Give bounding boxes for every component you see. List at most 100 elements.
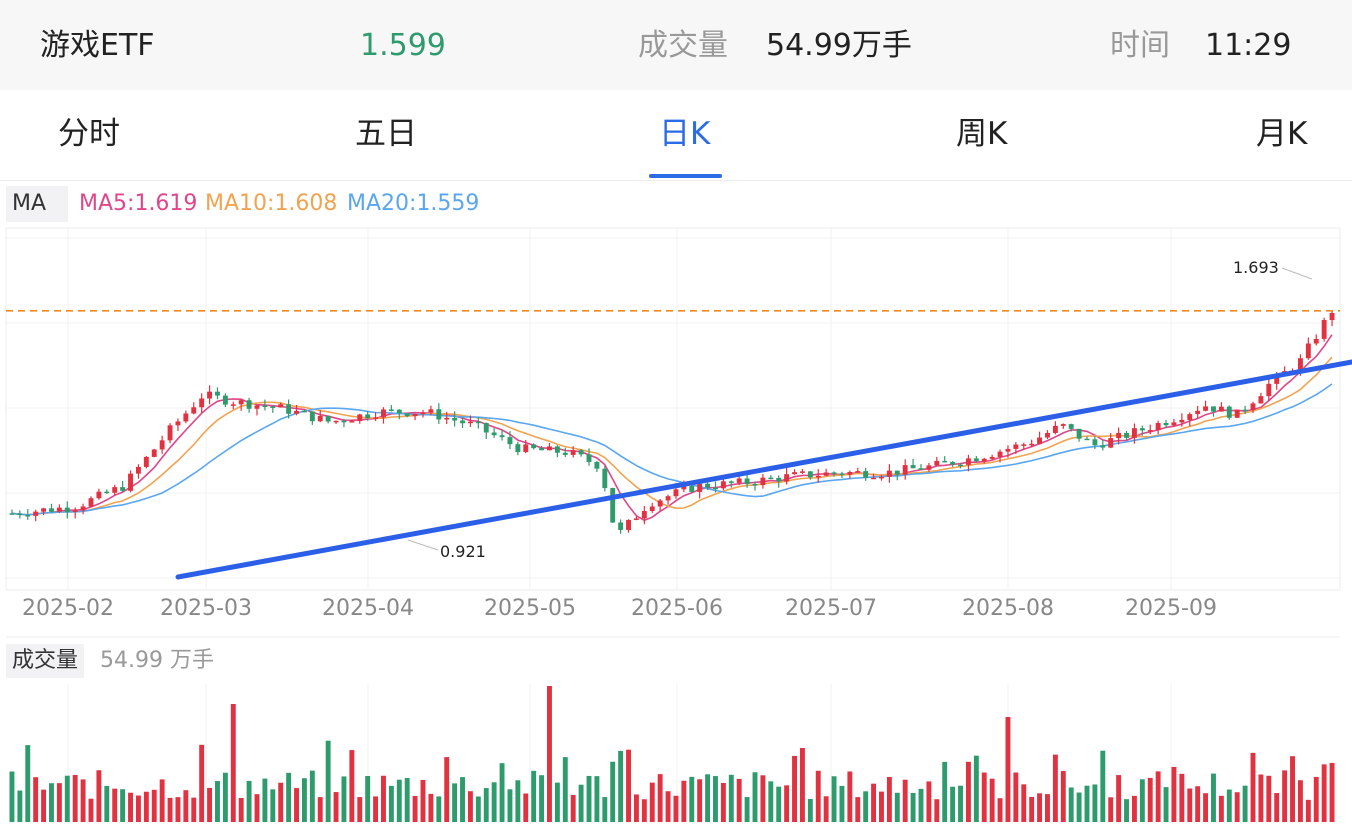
candle xyxy=(1021,444,1027,446)
volume-bar xyxy=(475,796,481,822)
volume-bar xyxy=(792,755,797,822)
volume-bar xyxy=(309,770,315,822)
candle xyxy=(847,472,853,475)
volume-bar xyxy=(847,771,853,822)
volume-bar xyxy=(278,782,284,822)
volume-bar xyxy=(254,794,260,822)
candle xyxy=(1100,445,1106,448)
candle xyxy=(428,409,434,413)
candle xyxy=(104,491,110,494)
volume-bar xyxy=(444,757,450,822)
candle xyxy=(420,412,426,414)
candle xyxy=(246,400,252,409)
volume-bar xyxy=(128,792,133,822)
candle xyxy=(317,415,323,422)
tab-weekly-k[interactable]: 周K xyxy=(956,116,1008,152)
fund-name: 游戏ETF xyxy=(40,28,155,63)
candle xyxy=(594,461,600,469)
volume-bar xyxy=(989,778,995,822)
volume-bar xyxy=(942,761,948,822)
tab-daily-k[interactable]: 日K xyxy=(659,116,711,152)
candle xyxy=(349,421,355,423)
volume-legend-value: 54.99 万手 xyxy=(100,648,214,673)
candle xyxy=(942,460,948,463)
candle xyxy=(610,488,616,523)
volume-bar xyxy=(262,778,268,822)
tab-monthly-k[interactable]: 月K xyxy=(1256,116,1308,152)
volume-bar xyxy=(1242,785,1248,822)
tab-five-day[interactable]: 五日 xyxy=(355,116,417,152)
volume-bar xyxy=(396,779,402,822)
volume-bar xyxy=(1313,776,1319,822)
volume-bar xyxy=(428,793,434,822)
tab-intraday[interactable]: 分时 xyxy=(58,116,120,152)
volume-bar xyxy=(618,750,624,822)
candle xyxy=(1242,409,1248,412)
volume-bar xyxy=(467,791,473,822)
candle xyxy=(768,477,774,480)
candle xyxy=(167,425,173,441)
volume-bar xyxy=(286,772,292,822)
volume-bar xyxy=(894,792,900,822)
candle xyxy=(831,472,837,474)
volume-bar xyxy=(1282,770,1288,822)
volume-bar xyxy=(135,795,141,822)
candle xyxy=(1250,403,1256,410)
candle xyxy=(1045,432,1050,438)
volume-bar xyxy=(1155,771,1161,822)
volume-bar xyxy=(871,783,877,822)
candle xyxy=(1203,406,1209,411)
volume-label: 成交量 xyxy=(638,28,728,63)
candle xyxy=(926,465,932,470)
candle xyxy=(1163,422,1169,426)
volume-bar xyxy=(1250,752,1256,822)
volume-bar xyxy=(381,775,386,822)
candle xyxy=(823,472,829,476)
candle xyxy=(388,409,394,411)
candle xyxy=(491,432,497,436)
volume-bar xyxy=(1218,795,1224,822)
volume-bar xyxy=(973,755,979,822)
volume-bar xyxy=(649,782,655,822)
candle xyxy=(626,519,631,530)
volume-bar xyxy=(1060,771,1066,822)
candle xyxy=(1029,443,1035,446)
volume-value: 54.99万手 xyxy=(766,28,912,63)
candle xyxy=(191,407,197,414)
volume-bar xyxy=(191,797,197,822)
volume-bar xyxy=(483,788,489,822)
volume-bar xyxy=(1116,775,1122,822)
candle xyxy=(1321,320,1327,339)
candle xyxy=(373,417,379,419)
volume-bar xyxy=(570,794,576,822)
volume-bar xyxy=(222,772,228,822)
candle xyxy=(270,406,276,408)
volume-bar xyxy=(547,686,552,822)
candle xyxy=(523,444,529,453)
ma-indicator-button[interactable]: MA xyxy=(6,186,68,222)
volume-bar xyxy=(25,745,31,822)
candle xyxy=(736,478,742,483)
volume-bar xyxy=(1037,793,1043,822)
candle xyxy=(1297,358,1303,371)
volume-bar xyxy=(357,797,363,822)
candle xyxy=(301,410,307,413)
candle xyxy=(1313,338,1319,344)
candle xyxy=(1060,424,1066,426)
volume-tag[interactable]: 成交量 xyxy=(12,648,79,673)
candle xyxy=(910,465,916,469)
candle xyxy=(855,471,861,473)
volume-bar xyxy=(839,785,845,822)
volume-bar xyxy=(325,740,331,822)
candle xyxy=(997,451,1003,457)
ma5-value: MA5:1.619 xyxy=(79,191,198,216)
volume-bar xyxy=(823,796,829,822)
volume-bar xyxy=(760,775,766,822)
volume-bar xyxy=(720,783,726,822)
candle xyxy=(262,405,268,407)
candle xyxy=(436,409,442,420)
x-tick-label: 2025-07 xyxy=(785,596,877,621)
volume-bar xyxy=(1329,762,1335,822)
volume-bar xyxy=(365,776,371,822)
